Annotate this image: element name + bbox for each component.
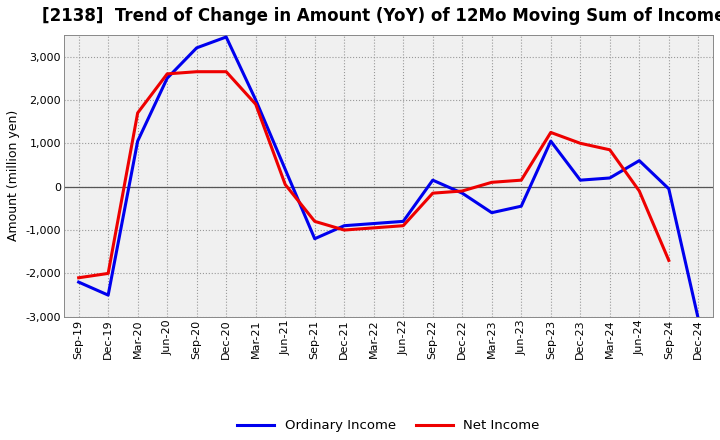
Ordinary Income: [310, 236, 319, 242]
Net Income: [251, 102, 260, 107]
Net Income: [340, 227, 348, 233]
Legend: Ordinary Income, Net Income: Ordinary Income, Net Income: [232, 414, 545, 437]
Net Income: [665, 258, 673, 263]
Ordinary Income: [576, 177, 585, 183]
Line: Net Income: Net Income: [78, 72, 669, 278]
Ordinary Income: [222, 34, 230, 40]
Title: [2138]  Trend of Change in Amount (YoY) of 12Mo Moving Sum of Incomes: [2138] Trend of Change in Amount (YoY) o…: [42, 7, 720, 25]
Net Income: [576, 141, 585, 146]
Ordinary Income: [665, 186, 673, 191]
Ordinary Income: [635, 158, 644, 163]
Ordinary Income: [399, 219, 408, 224]
Net Income: [399, 223, 408, 228]
Net Income: [222, 69, 230, 74]
Ordinary Income: [458, 191, 467, 196]
Ordinary Income: [104, 293, 112, 298]
Ordinary Income: [606, 176, 614, 181]
Net Income: [104, 271, 112, 276]
Ordinary Income: [163, 76, 171, 81]
Ordinary Income: [192, 45, 201, 51]
Ordinary Income: [546, 139, 555, 144]
Net Income: [163, 71, 171, 77]
Net Income: [281, 182, 289, 187]
Ordinary Income: [74, 279, 83, 285]
Net Income: [310, 219, 319, 224]
Net Income: [635, 188, 644, 194]
Net Income: [606, 147, 614, 152]
Net Income: [369, 225, 378, 231]
Ordinary Income: [251, 97, 260, 103]
Net Income: [517, 177, 526, 183]
Net Income: [487, 180, 496, 185]
Ordinary Income: [369, 221, 378, 226]
Ordinary Income: [694, 316, 703, 322]
Net Income: [133, 110, 142, 116]
Ordinary Income: [487, 210, 496, 215]
Ordinary Income: [133, 139, 142, 144]
Ordinary Income: [340, 223, 348, 228]
Net Income: [546, 130, 555, 135]
Ordinary Income: [281, 167, 289, 172]
Net Income: [74, 275, 83, 280]
Net Income: [192, 69, 201, 74]
Net Income: [428, 191, 437, 196]
Ordinary Income: [428, 177, 437, 183]
Net Income: [458, 188, 467, 194]
Line: Ordinary Income: Ordinary Income: [78, 37, 698, 319]
Ordinary Income: [517, 204, 526, 209]
Y-axis label: Amount (million yen): Amount (million yen): [7, 110, 20, 242]
